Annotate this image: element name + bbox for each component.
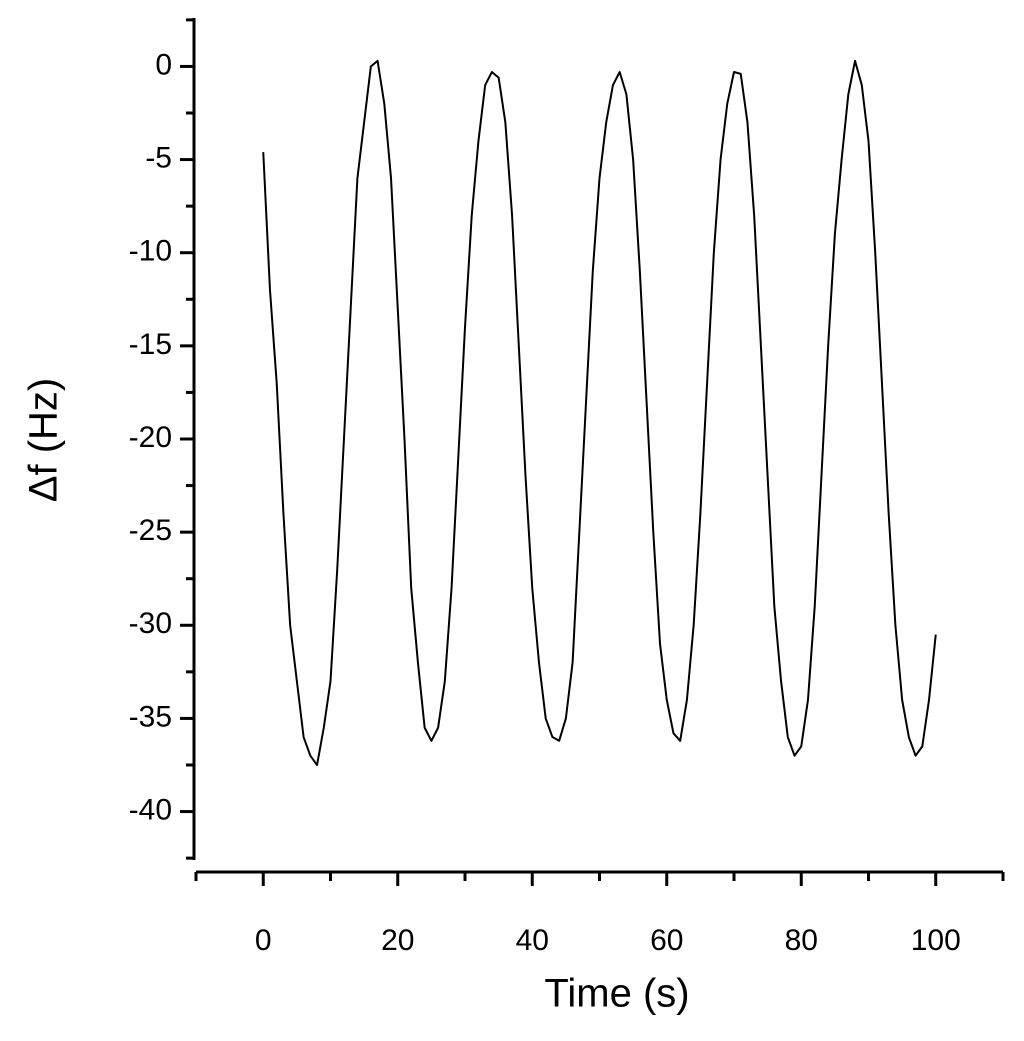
x-tick-label: 80 <box>785 924 818 957</box>
x-tick-label: 60 <box>650 924 683 957</box>
y-tick-label: -10 <box>129 235 172 268</box>
y-tick-label: -5 <box>145 141 172 174</box>
data-line <box>262 59 937 766</box>
y-tick-label: -30 <box>129 607 172 640</box>
y-tick-label: 0 <box>155 48 172 81</box>
x-tick-label: 100 <box>911 924 961 957</box>
y-tick-label: -35 <box>129 700 172 733</box>
y-tick-label: -40 <box>129 793 172 826</box>
x-tick-label: 40 <box>516 924 549 957</box>
y-tick-label: -20 <box>129 421 172 454</box>
x-tick-label: 0 <box>255 924 272 957</box>
y-tick-label: -25 <box>129 514 172 547</box>
y-axis-title: Δf (Hz) <box>22 378 66 502</box>
y-tick-label: -15 <box>129 328 172 361</box>
x-axis-title: Time (s) <box>544 972 689 1016</box>
x-tick-label: 20 <box>381 924 414 957</box>
